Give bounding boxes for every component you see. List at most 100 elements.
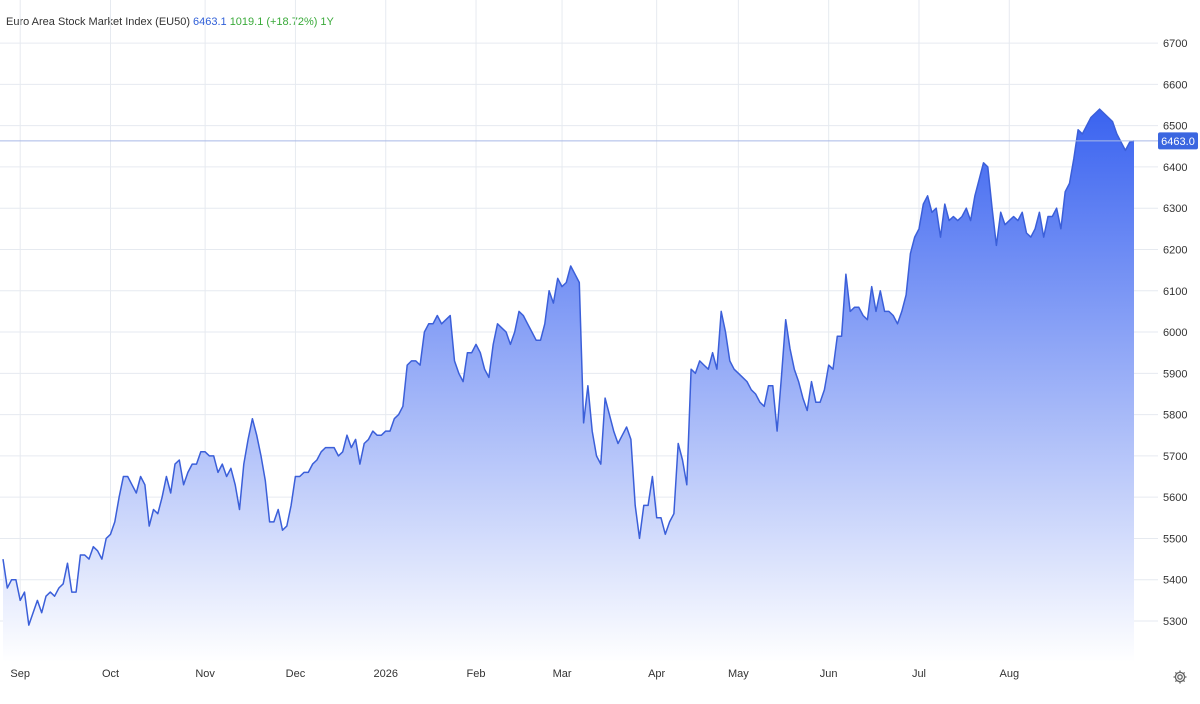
data-point	[419, 364, 421, 366]
data-point	[652, 476, 654, 478]
data-point	[742, 377, 744, 379]
data-point	[118, 496, 120, 498]
x-tick-label: 2026	[373, 668, 397, 680]
gear-icon[interactable]	[1172, 669, 1188, 685]
data-point	[763, 406, 765, 408]
data-point	[252, 418, 254, 420]
data-point	[226, 476, 228, 478]
data-point	[2, 558, 4, 560]
data-point	[897, 323, 899, 325]
data-point	[148, 525, 150, 527]
data-point	[854, 307, 856, 309]
current-price: 6463.1	[193, 16, 227, 28]
data-point	[19, 600, 21, 602]
data-point	[867, 319, 869, 321]
data-point	[523, 315, 525, 317]
data-point	[966, 207, 968, 209]
data-point	[1129, 141, 1131, 143]
data-point	[286, 525, 288, 527]
data-point	[880, 290, 882, 292]
data-point	[462, 381, 464, 383]
data-point	[1009, 220, 1011, 222]
data-point	[303, 472, 305, 474]
data-point	[1086, 125, 1088, 127]
data-point	[7, 587, 9, 589]
data-point	[389, 430, 391, 432]
data-point	[931, 212, 933, 214]
data-point	[290, 505, 292, 507]
data-point	[157, 513, 159, 515]
data-point	[535, 340, 537, 342]
x-tick-label: Sep	[10, 668, 30, 680]
data-point	[187, 472, 189, 474]
data-point	[127, 476, 129, 478]
data-point	[974, 195, 976, 197]
data-point	[785, 319, 787, 321]
data-point	[432, 323, 434, 325]
data-point	[699, 360, 701, 362]
data-point	[88, 558, 90, 560]
data-point	[733, 368, 735, 370]
data-point	[1116, 133, 1118, 135]
data-point	[991, 207, 993, 209]
data-point	[11, 579, 13, 581]
data-point	[213, 455, 215, 457]
data-point	[45, 595, 47, 597]
data-point	[987, 166, 989, 168]
data-point	[445, 319, 447, 321]
data-point	[411, 360, 413, 362]
data-point	[656, 517, 658, 519]
data-point	[342, 451, 344, 453]
x-tick-label: Jun	[820, 668, 838, 680]
data-point	[1052, 216, 1054, 218]
time-period[interactable]: 1Y	[320, 16, 334, 28]
data-point	[1017, 220, 1019, 222]
data-point	[75, 591, 77, 593]
data-point	[841, 335, 843, 337]
data-point	[256, 434, 258, 436]
data-point	[548, 290, 550, 292]
data-point	[415, 360, 417, 362]
data-point	[105, 538, 107, 540]
data-point	[93, 546, 95, 548]
data-point	[862, 315, 864, 317]
data-point	[351, 447, 353, 449]
data-point	[1039, 212, 1041, 214]
data-point	[437, 315, 439, 317]
data-point	[153, 509, 155, 511]
data-point	[626, 426, 628, 428]
data-point	[295, 476, 297, 478]
y-tick-label: 6700	[1163, 38, 1187, 50]
data-point	[170, 492, 172, 494]
data-point	[402, 406, 404, 408]
data-point	[359, 463, 361, 465]
data-point	[725, 331, 727, 333]
data-point	[613, 430, 615, 432]
x-tick-label: Apr	[648, 668, 665, 680]
data-point	[454, 360, 456, 362]
data-point	[110, 534, 112, 536]
data-point	[738, 373, 740, 375]
data-point	[37, 600, 39, 602]
data-point	[944, 203, 946, 205]
data-point	[67, 562, 69, 564]
data-point	[531, 331, 533, 333]
data-point	[553, 302, 555, 304]
data-point	[604, 397, 606, 399]
data-point	[918, 228, 920, 230]
data-point	[1099, 108, 1101, 110]
data-point	[1030, 236, 1032, 238]
data-point	[940, 236, 942, 238]
data-point	[583, 422, 585, 424]
data-point	[1043, 236, 1045, 238]
data-point	[299, 476, 301, 478]
data-point	[892, 315, 894, 317]
price-change: 1019.1	[229, 16, 264, 28]
data-point	[191, 463, 193, 465]
data-point	[196, 463, 198, 465]
data-point	[230, 468, 232, 470]
data-point	[1013, 216, 1015, 218]
data-point	[824, 389, 826, 391]
data-point	[647, 505, 649, 507]
y-tick-label: 6200	[1163, 244, 1187, 256]
